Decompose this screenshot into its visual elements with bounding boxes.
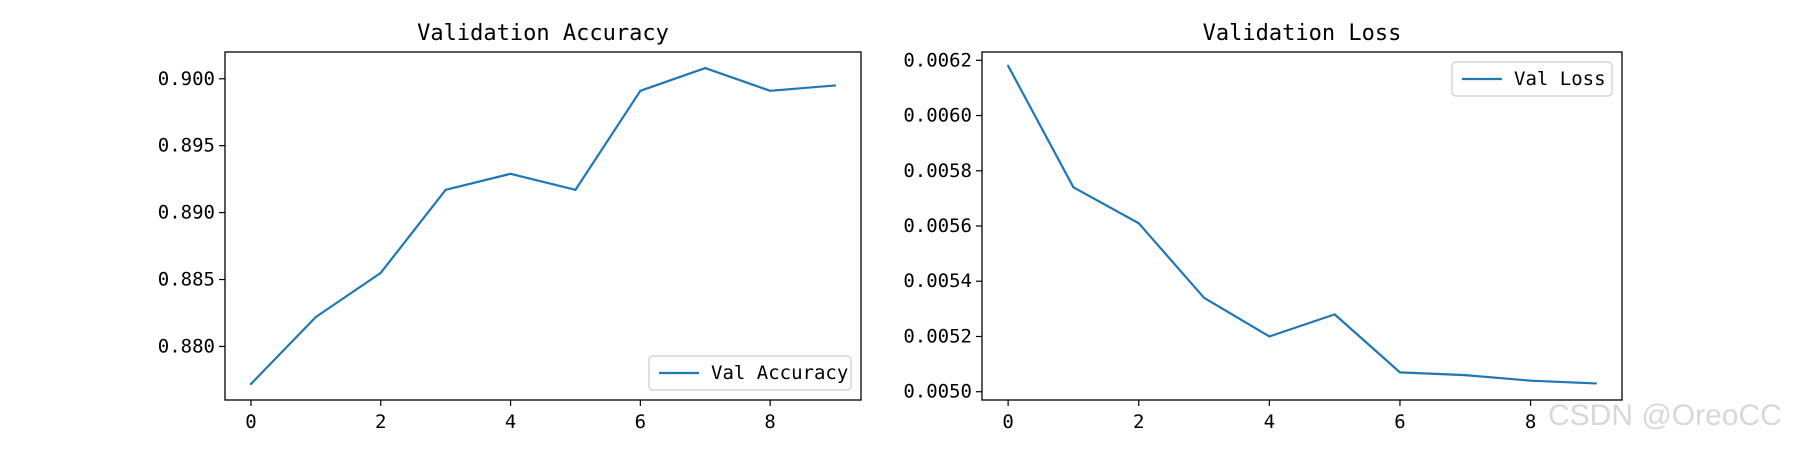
- y-tick-label: 0.880: [158, 335, 215, 357]
- legend: Val Accuracy: [648, 355, 852, 391]
- x-tick-label: 2: [1133, 411, 1144, 433]
- chart-title: Validation Accuracy: [417, 21, 669, 46]
- chart-title: Validation Loss: [1203, 21, 1402, 46]
- y-tick-label: 0.890: [158, 202, 215, 224]
- data-point: [1398, 371, 1402, 374]
- legend: Val Loss: [1451, 61, 1613, 97]
- x-tick-label: 8: [764, 411, 775, 433]
- data-point: [1529, 379, 1532, 382]
- plot-frame: [981, 51, 1623, 401]
- data-point: [379, 271, 382, 274]
- legend-label: Val Loss: [1514, 68, 1606, 90]
- y-tick-label: 0.0050: [903, 381, 972, 403]
- y-tick-label: 0.0060: [903, 105, 972, 127]
- y-tick-label: 0.0052: [903, 325, 972, 347]
- data-point: [1007, 64, 1010, 67]
- data-point: [249, 382, 253, 386]
- data-point: [314, 315, 317, 319]
- y-tick-label: 0.0062: [903, 49, 972, 71]
- y-tick-label: 0.895: [158, 135, 215, 157]
- legend-label: Val Accuracy: [711, 362, 848, 384]
- data-point: [639, 89, 642, 92]
- data-point: [1202, 296, 1206, 299]
- data-point: [444, 188, 447, 191]
- x-tick-label: 6: [1394, 411, 1405, 433]
- legend-box: [648, 355, 852, 391]
- y-tick-label: 0.885: [158, 269, 215, 291]
- data-point: [1594, 382, 1597, 385]
- data-point: [1268, 335, 1271, 338]
- data-point: [1072, 186, 1075, 189]
- x-tick-label: 4: [1264, 411, 1275, 433]
- data-point: [1464, 374, 1467, 377]
- x-tick-label: 0: [245, 411, 256, 433]
- data-point: [574, 188, 577, 191]
- x-tick-label: 4: [505, 411, 516, 433]
- y-tick-label: 0.900: [158, 68, 215, 90]
- x-tick-label: 2: [375, 411, 386, 433]
- data-point: [833, 84, 837, 87]
- x-tick-label: 0: [1002, 411, 1013, 433]
- data-point: [1137, 222, 1140, 225]
- x-tick-label: 8: [1525, 411, 1536, 433]
- y-tick-label: 0.0054: [903, 270, 972, 292]
- legend-box: [1451, 61, 1613, 97]
- x-tick-label: 6: [635, 411, 646, 433]
- series-line: [1007, 65, 1596, 385]
- validation-loss-chart: Validation Loss 0 2 4 6 8 0.0050 0.0052 0.0054 0.…: [903, 21, 1623, 433]
- data-point: [509, 172, 512, 175]
- data-point: [769, 89, 772, 92]
- watermark: CSDN @OreoCC: [1548, 399, 1782, 432]
- y-tick-label: 0.0058: [903, 160, 972, 182]
- series-line: [250, 66, 836, 385]
- y-tick-label: 0.0056: [903, 215, 972, 237]
- data-point: [704, 66, 707, 70]
- validation-accuracy-chart: Validation Accuracy 0 2 4 6 8 0.880 0.885 0.890 0…: [158, 21, 862, 433]
- data-point: [1333, 313, 1336, 316]
- plot-frame: [224, 51, 862, 401]
